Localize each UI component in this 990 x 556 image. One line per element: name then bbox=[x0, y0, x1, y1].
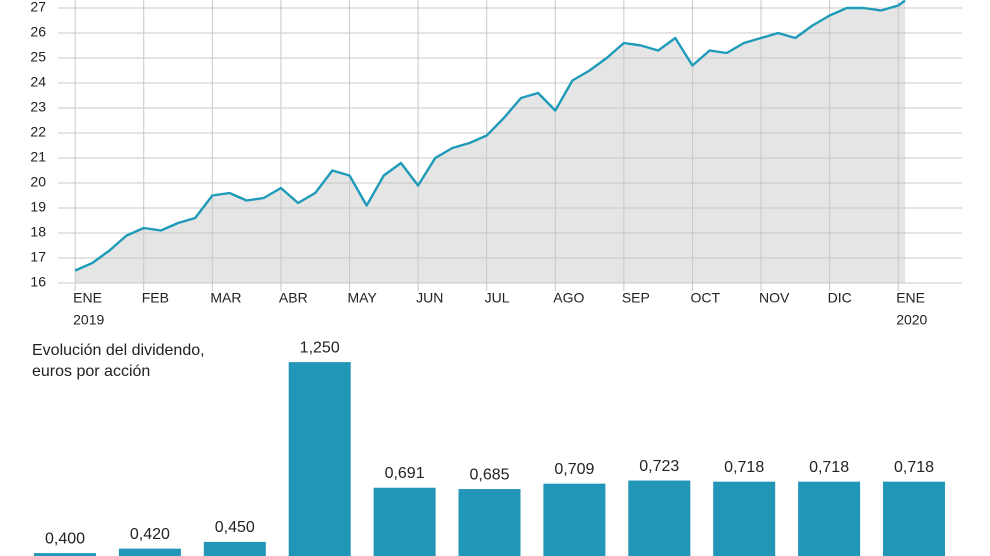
value-label: 0,420 bbox=[130, 526, 170, 543]
x-tick-label: JUL bbox=[485, 290, 510, 306]
x-tick-label: AGO bbox=[553, 290, 584, 306]
y-tick-label: 18 bbox=[30, 224, 46, 240]
y-tick-label: 20 bbox=[30, 174, 46, 190]
value-label: 1,250 bbox=[300, 339, 340, 356]
x-tick-label: ENE bbox=[73, 290, 102, 306]
value-label: 0,691 bbox=[385, 465, 425, 482]
x-tick-label: DIC bbox=[828, 290, 852, 306]
x-tick-label: MAR bbox=[210, 290, 241, 306]
x-tick-label: ENE bbox=[896, 290, 925, 306]
bar bbox=[713, 481, 776, 556]
y-tick-label: 22 bbox=[30, 124, 46, 140]
x-tick-label: ABR bbox=[279, 290, 308, 306]
x-tick-label: FEB bbox=[142, 290, 169, 306]
bar bbox=[203, 541, 266, 556]
value-label: 0,718 bbox=[894, 459, 934, 476]
bar bbox=[288, 362, 351, 556]
x-year-label: 2019 bbox=[73, 312, 104, 328]
x-tick-label: OCT bbox=[690, 290, 720, 306]
x-year-label: 2020 bbox=[896, 312, 927, 328]
y-tick-label: 24 bbox=[30, 74, 46, 90]
bar bbox=[373, 487, 436, 556]
x-tick-label: JUN bbox=[416, 290, 443, 306]
value-label: 0,685 bbox=[469, 466, 509, 483]
bar bbox=[458, 489, 521, 556]
y-tick-label: 27 bbox=[30, 0, 46, 15]
x-tick-label: MAY bbox=[348, 290, 378, 306]
price-line bbox=[74, 0, 906, 272]
bar bbox=[798, 481, 861, 556]
y-tick-label: 16 bbox=[30, 274, 46, 290]
x-tick-label: NOV bbox=[759, 290, 790, 306]
area-fill bbox=[75, 0, 906, 283]
y-tick-label: 25 bbox=[30, 49, 46, 65]
bar bbox=[543, 483, 606, 556]
bar-chart-title: Evolución del dividendo, euros por acció… bbox=[32, 342, 205, 380]
value-label: 0,723 bbox=[639, 458, 679, 475]
y-tick-label: 23 bbox=[30, 99, 46, 115]
y-tick-label: 26 bbox=[30, 24, 46, 40]
value-label: 0,709 bbox=[554, 461, 594, 478]
value-label: 0,400 bbox=[45, 530, 85, 547]
bar bbox=[34, 553, 96, 556]
y-tick-label: 19 bbox=[30, 199, 46, 215]
value-label: 0,718 bbox=[809, 459, 849, 476]
bar bbox=[628, 480, 691, 556]
y-tick-label: 21 bbox=[30, 149, 46, 165]
bar bbox=[883, 481, 945, 556]
value-label: 0,450 bbox=[215, 519, 255, 536]
y-tick-label: 17 bbox=[30, 249, 46, 265]
value-label: 0,718 bbox=[724, 459, 764, 476]
bar bbox=[118, 548, 181, 556]
x-tick-label: SEP bbox=[622, 290, 650, 306]
